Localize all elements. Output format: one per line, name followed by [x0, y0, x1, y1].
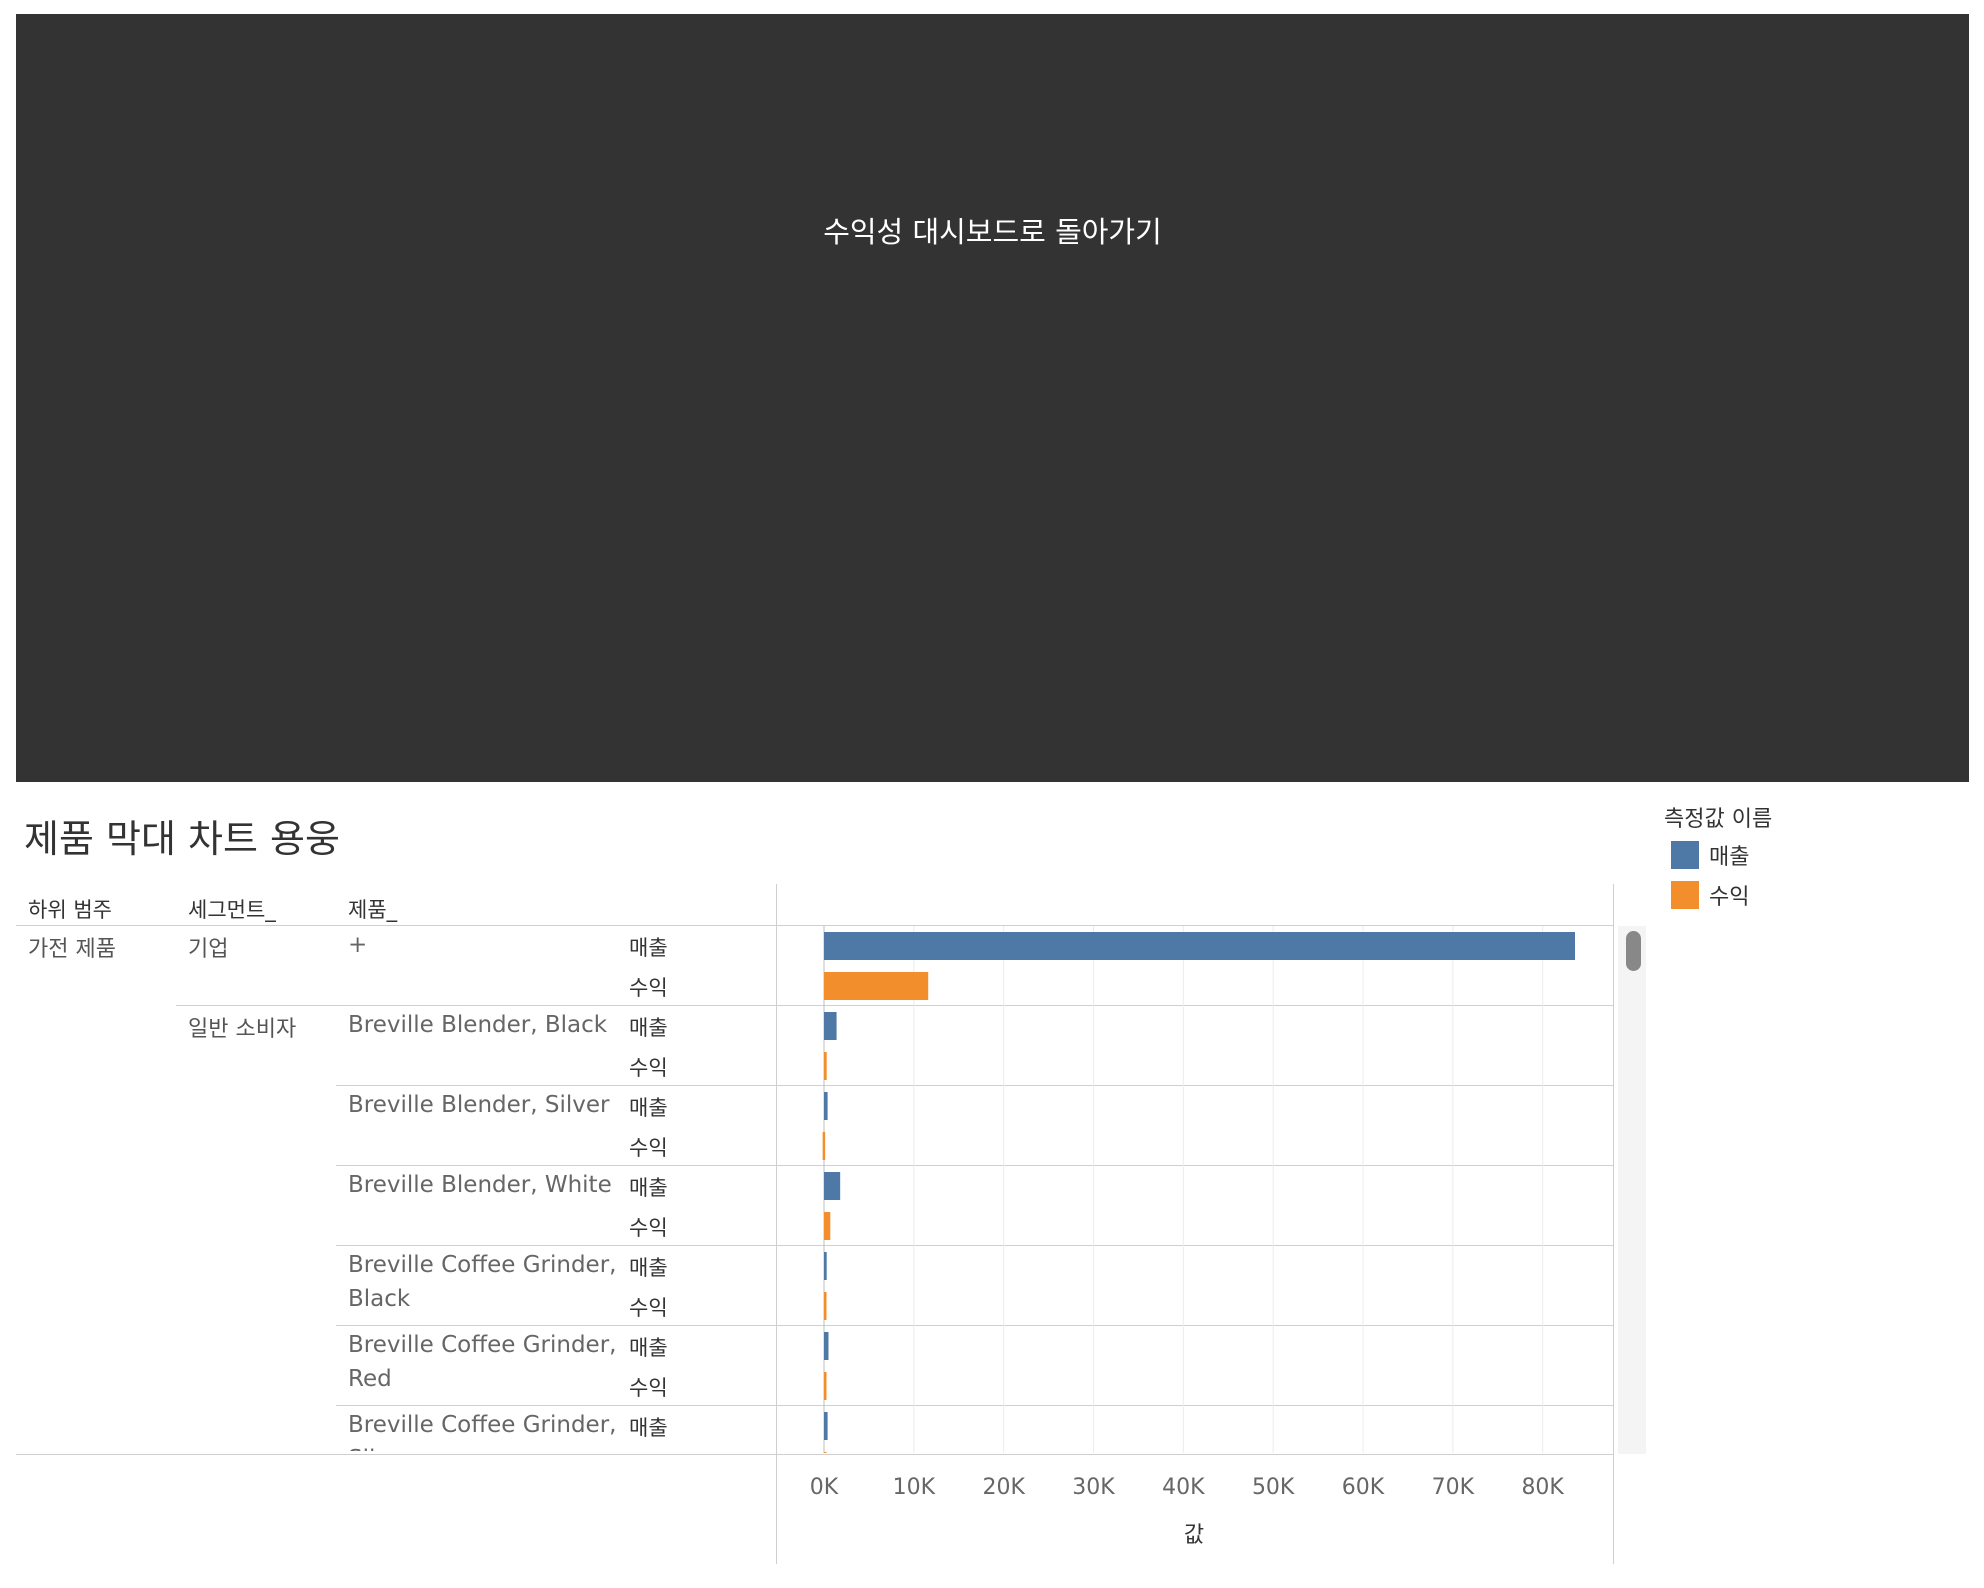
measure-label-sales: 매출	[629, 1016, 668, 1040]
product-cell[interactable]: Breville Coffee Grinder, Black	[348, 1252, 617, 1312]
x-tick-label: 0K	[810, 1475, 839, 1500]
bar-profit	[822, 1132, 826, 1160]
bar-sales	[824, 932, 1575, 960]
legend-item-sales[interactable]: 매출	[1671, 841, 1750, 870]
x-tick-label: 40K	[1162, 1475, 1205, 1500]
row-divider	[336, 1405, 1614, 1406]
product-cell[interactable]: Breville Coffee Grinder, Silver	[348, 1412, 617, 1451]
bar-sales	[824, 1332, 829, 1360]
segment-cell: 기업	[188, 937, 229, 962]
legend-label-profit: 수익	[1709, 885, 1750, 910]
bar-profit	[824, 1212, 831, 1240]
product-cell[interactable]: Breville Coffee Grinder, Red	[348, 1332, 617, 1392]
bar-sales	[824, 1092, 828, 1120]
segment-cell: 일반 소비자	[188, 1017, 297, 1042]
header-divider	[16, 925, 1614, 926]
product-cell[interactable]: +	[348, 932, 368, 958]
product-cell[interactable]: Breville Blender, White	[348, 1172, 612, 1198]
back-button-label: 수익성 대시보드로 돌아가기	[823, 215, 1162, 249]
measure-label-sales: 매출	[629, 936, 668, 960]
bar-sales	[824, 1412, 828, 1440]
bar-profit	[824, 1452, 827, 1453]
legend-swatch-sales	[1671, 841, 1699, 869]
measure-label-profit: 수익	[629, 1376, 668, 1400]
legend-item-profit[interactable]: 수익	[1671, 881, 1750, 910]
measure-label-profit: 수익	[629, 1056, 668, 1080]
measure-label-sales: 매출	[629, 1256, 668, 1280]
bar-sales	[824, 1012, 837, 1040]
product-cell[interactable]: Breville Blender, Silver	[348, 1092, 610, 1118]
x-axis-label: 값	[1184, 1523, 1204, 1548]
x-tick-label: 10K	[893, 1475, 936, 1500]
header-segment[interactable]: 세그먼트_	[188, 898, 276, 922]
back-to-profitability-dashboard-button[interactable]: 수익성 대시보드로 돌아가기	[16, 14, 1969, 782]
bar-profit	[824, 1052, 827, 1080]
scrollbar-thumb[interactable]	[1626, 931, 1641, 971]
row-divider	[176, 1005, 1614, 1006]
plot-area	[822, 926, 1575, 1453]
measure-label-sales: 매출	[629, 1176, 668, 1200]
scrollbar-track[interactable]	[1618, 926, 1646, 1454]
row-divider	[336, 1085, 1614, 1086]
x-tick-label: 50K	[1252, 1475, 1295, 1500]
product-cell[interactable]: Breville Blender, Black	[348, 1012, 608, 1038]
bar-profit	[824, 972, 929, 1000]
header-subcategory[interactable]: 하위 범주	[28, 898, 112, 922]
x-tick-label: 60K	[1342, 1475, 1385, 1500]
measure-label-profit: 수익	[629, 1216, 668, 1240]
measure-label-sales: 매출	[629, 1096, 668, 1120]
x-tick-label: 20K	[982, 1475, 1025, 1500]
bar-sales	[824, 1252, 827, 1280]
bottom-divider	[16, 1454, 1614, 1455]
row-divider	[336, 1325, 1614, 1326]
bar-profit	[824, 1372, 827, 1400]
x-tick-label: 80K	[1521, 1475, 1564, 1500]
x-tick-label: 30K	[1072, 1475, 1115, 1500]
header-product[interactable]: 제품_	[348, 898, 398, 922]
legend-swatch-profit	[1671, 881, 1699, 909]
measure-label-sales: 매출	[629, 1416, 668, 1440]
measure-label-sales: 매출	[629, 1336, 668, 1360]
legend-title: 측정값 이름	[1664, 807, 1773, 832]
page-title: 제품 막대 차트 용웅	[24, 817, 340, 861]
measure-label-profit: 수익	[629, 1136, 668, 1160]
subcategory-cell: 가전 제품	[28, 937, 116, 962]
pane-divider-left	[776, 884, 777, 1564]
bar-sales	[824, 1172, 841, 1200]
x-tick-label: 70K	[1432, 1475, 1475, 1500]
legend-label-sales: 매출	[1709, 845, 1750, 870]
measure-label-profit: 수익	[629, 1296, 668, 1320]
row-divider	[336, 1165, 1614, 1166]
pane-divider-right	[1613, 884, 1614, 1564]
measure-label-profit: 수익	[629, 976, 668, 1000]
bar-profit	[824, 1292, 827, 1320]
row-divider	[336, 1245, 1614, 1246]
